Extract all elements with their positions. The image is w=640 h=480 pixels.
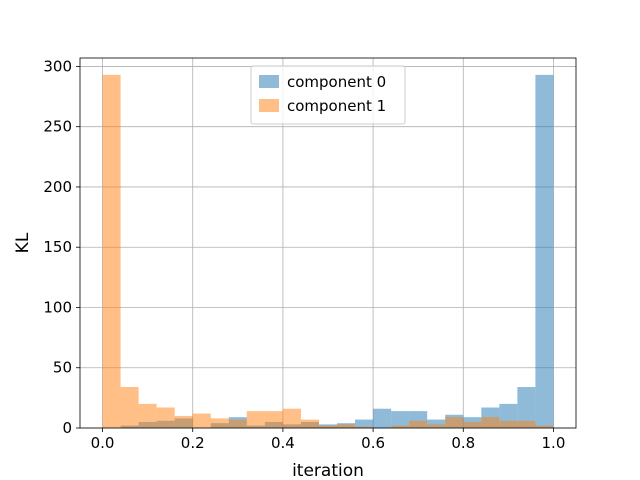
bar-series-0 <box>373 408 392 428</box>
bar-series-1 <box>246 411 265 428</box>
plot-frame <box>79 57 577 429</box>
bar-series-1 <box>138 403 157 428</box>
x-axis-label: iteration <box>292 461 364 480</box>
bar-series-0 <box>355 419 374 428</box>
y-tick-label: 300 <box>43 57 72 75</box>
x-tick-label: 0.6 <box>361 434 385 452</box>
x-tick-label: 0.4 <box>271 434 295 452</box>
bar-series-1 <box>102 74 121 429</box>
bar-series-0 <box>391 411 410 428</box>
bar-series-1 <box>535 425 554 428</box>
y-axis-label: KL <box>13 232 33 253</box>
bar-series-1 <box>517 420 536 428</box>
bar-series-1 <box>210 418 229 428</box>
bar-series-1 <box>481 417 500 428</box>
y-tick-label: 250 <box>43 118 72 136</box>
bar-series-1 <box>120 387 139 428</box>
bar-series-1 <box>463 421 482 428</box>
y-tick-label: 100 <box>43 298 72 316</box>
bar-series-1 <box>445 417 464 428</box>
bar-series-0 <box>517 387 536 428</box>
bar-series-1 <box>355 426 374 428</box>
bar-series-0 <box>427 419 446 428</box>
legend: component 0 component 1 <box>250 65 406 125</box>
y-tick-label: 200 <box>43 178 72 196</box>
legend-label: component 1 <box>287 97 386 115</box>
bar-series-1 <box>264 411 283 428</box>
bar-series-1 <box>499 420 518 428</box>
bar-series-1 <box>228 419 247 428</box>
legend-swatch <box>259 75 279 88</box>
x-tick-label: 0.2 <box>181 434 205 452</box>
bar-series-1 <box>174 415 193 428</box>
bars <box>102 74 554 429</box>
y-tick-label: 50 <box>53 359 72 377</box>
legend-swatch <box>259 99 279 112</box>
legend-box <box>250 65 406 125</box>
bar-series-1 <box>318 425 338 428</box>
bar-series-1 <box>300 419 319 428</box>
ticks: 0.0 0.2 0.4 0.6 0.8 1.0 0 50 100 150 200 250 300 <box>43 57 565 452</box>
bar-series-1 <box>337 424 356 428</box>
x-tick-label: 0.8 <box>451 434 475 452</box>
bar-series-1 <box>156 407 175 428</box>
legend-label: component 0 <box>287 73 386 91</box>
bar-series-1 <box>409 420 428 428</box>
bar-series-1 <box>391 425 410 428</box>
x-tick-label: 0.0 <box>91 434 115 452</box>
y-tick-label: 0 <box>62 419 72 437</box>
x-tick-label: 1.0 <box>542 434 566 452</box>
bar-series-1 <box>192 413 211 428</box>
bar-series-0 <box>535 74 554 429</box>
bar-series-1 <box>282 408 301 428</box>
y-tick-label: 150 <box>43 238 72 256</box>
bar-series-1 <box>427 424 446 428</box>
